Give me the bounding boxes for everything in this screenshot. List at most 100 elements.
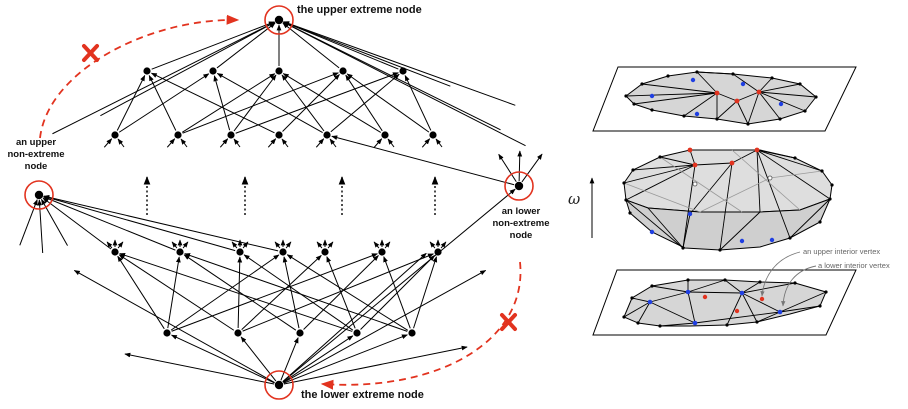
lattice-node-c7: [434, 248, 441, 255]
stub-in-b5-l: [316, 139, 323, 147]
upper-non-extreme-line-2: non-extreme: [7, 149, 64, 160]
stub-in-b7-r: [436, 139, 442, 147]
lattice-node-top: [275, 16, 283, 24]
lattice-edge-d4-c1: [120, 254, 353, 332]
lattice-edge-a5-top: [284, 22, 399, 69]
lattice-edge-b7-a4: [347, 74, 429, 132]
lattice-node-c6: [378, 248, 385, 255]
upper-extreme-label: the upper extreme node: [297, 4, 422, 16]
lattice-edge-bot-d4: [283, 336, 353, 382]
stub-out-c4-l: [275, 242, 280, 248]
upper-plane-panel: [593, 67, 856, 131]
lattice-node-b4: [275, 131, 282, 138]
lattice-node-a3: [275, 67, 282, 74]
stub-in-b4-r: [282, 139, 288, 147]
lattice-graph: [20, 16, 542, 389]
lattice-node-a4: [339, 67, 346, 74]
lattice-edges: [20, 22, 542, 384]
lattice-nodes: [35, 16, 523, 389]
upper-non-extreme-label: an upper non-extreme node: [7, 137, 64, 172]
lattice-edge-d1-c6: [172, 254, 378, 331]
lattice-edge-b4-a1: [151, 73, 274, 133]
dotted-arrows: [147, 177, 435, 215]
lattice-node-c2: [176, 248, 183, 255]
lattice-node-c3: [236, 248, 243, 255]
lattice-edge-a1-top: [152, 22, 275, 69]
lattice-node-c1: [111, 248, 118, 255]
incoming-edge-top-1: [100, 22, 274, 115]
lattice-edge-d4-c3: [244, 255, 353, 330]
lattice-node-R: [515, 182, 523, 190]
stub-out-c6-r: [385, 242, 390, 248]
lattice-edge-d1-c1: [118, 256, 165, 329]
lattice-node-bot: [275, 381, 283, 389]
lattice-node-b7: [429, 131, 436, 138]
outgoing-edge-bottom-4: [283, 253, 427, 381]
lower-non-extreme-line-3: node: [510, 230, 533, 241]
lattice-edge-c2-L: [44, 197, 176, 250]
lattice-node-c5: [321, 248, 328, 255]
stub-in-b5-r: [330, 139, 336, 147]
lattice-edge-d5-c4: [287, 255, 408, 331]
outgoing-edge-bottom-0: [125, 354, 274, 384]
lattice-node-c4: [279, 248, 286, 255]
lattice-node-b1: [111, 131, 118, 138]
lattice-edge-b3-a2: [214, 76, 229, 130]
stub-in-b2-r: [181, 139, 187, 147]
stub-out-c2-r: [183, 242, 188, 248]
lattice-edge-d5-c7: [414, 257, 437, 328]
lattice-edge-d2-c1: [119, 255, 234, 331]
incoming-stub-left-0: [20, 200, 37, 246]
stub-in-b3-r: [234, 139, 240, 147]
lattice-node-b5: [323, 131, 330, 138]
lower-non-extreme-line-1: an lower: [502, 206, 541, 217]
forbidden-x-upper-icon: [84, 46, 97, 60]
outgoing-stub-right-2: [522, 154, 542, 182]
lower-non-extreme-line-2: non-extreme: [492, 218, 549, 229]
stub-out-c5-l: [317, 242, 322, 248]
outgoing-edge-bottom-2: [283, 270, 485, 382]
stub-in-b6-r: [388, 139, 394, 147]
lattice-node-d5: [408, 329, 415, 336]
lower-extreme-label: the lower extreme node: [301, 389, 424, 401]
stub-out-c3-l: [232, 242, 237, 248]
lattice-edge-c3-L: [44, 196, 235, 250]
incoming-edge-top-3: [284, 22, 516, 106]
upper-dashed-curve: [40, 20, 238, 138]
stub-out-c6-l: [374, 242, 379, 248]
lattice-edge-a2-top: [217, 23, 275, 68]
lattice-node-d3: [296, 329, 303, 336]
stub-out-c7-l: [430, 242, 435, 248]
lattice-edge-d1-c4: [171, 255, 279, 330]
stub-out-c4-r: [286, 242, 291, 248]
lower-interior-vertex-label: a lower interior vertex: [818, 261, 890, 270]
lattice-node-b6: [381, 131, 388, 138]
lattice-edge-b7-a5: [405, 76, 431, 131]
lattice-edge-bot-d5: [284, 335, 408, 383]
lattice-edge-c4-L: [44, 196, 278, 251]
lattice-edge-bot-R: [283, 189, 515, 382]
stub-in-b2-l: [167, 139, 174, 147]
upper-non-extreme-line-1: an upper: [16, 137, 56, 148]
lower-plane-panel: [593, 270, 856, 335]
lattice-node-a1: [143, 67, 150, 74]
stub-in-b7-l: [422, 139, 429, 147]
lower-non-extreme-label: an lower non-extreme node: [492, 206, 549, 241]
lattice-edge-d2-c5: [242, 255, 322, 329]
lattice-node-a2: [209, 67, 216, 74]
lattice-edge-b2-a1: [149, 75, 176, 130]
stub-in-b1-l: [104, 139, 111, 147]
lattice-node-a5: [399, 67, 406, 74]
upper-non-extreme-line-3: node: [25, 161, 48, 172]
upper-interior-vertex-label: an upper interior vertex: [803, 247, 880, 256]
lattice-node-d1: [163, 329, 170, 336]
stub-out-c5-r: [328, 242, 333, 248]
outgoing-stub-right-1: [519, 151, 520, 181]
stub-out-c2-l: [172, 242, 177, 248]
incoming-edge-top-2: [284, 22, 451, 86]
lattice-edge-b1-a1: [117, 75, 145, 130]
lattice-node-d4: [353, 329, 360, 336]
lower-dashed-curve: [322, 262, 521, 385]
lattice-edge-d1-c2: [168, 257, 179, 328]
